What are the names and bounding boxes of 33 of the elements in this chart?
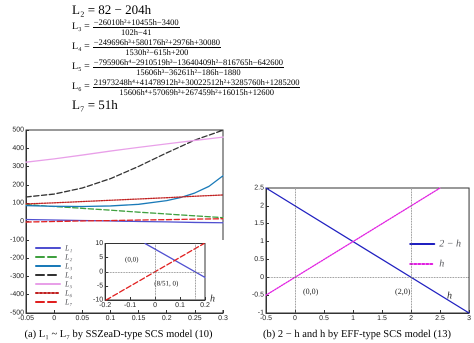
text: −26010h²+10455h−3400 [92,17,180,28]
x-axis-title: h [447,290,452,302]
text: 15606h⁴+57069h³+267459h²+16015h+12600 [119,86,274,96]
legend-label: L₂ [64,252,72,262]
annotation: (0,0) [303,286,319,296]
text: L₆ = [72,81,90,92]
legend-label: 2 − h [439,238,461,250]
text: 15606h³−36261h²−186h−1880 [136,66,241,76]
legend-label: L₇ [64,298,72,306]
legend-label: L₅ [64,280,72,288]
line-series [25,194,224,205]
text: 102h−41 [121,26,152,36]
legend-label: L₆ [64,288,72,298]
text: −795906h⁴−2910519h³−13640409h²−816765h−642600 [92,57,284,68]
legend-label: L₁ [64,244,72,252]
text: L₄ = [72,41,90,52]
text: −249696h³+580176h²+2976h+30080 [92,37,222,48]
text: 1530h²−615h+200 [125,46,188,56]
line-series [25,136,224,163]
annotation: (2,0) [395,286,411,296]
legend-label: L₃ [64,262,72,270]
text: (a) L₁ ~ L₇ by SSZeaD-type SCS model (10) [24,329,214,340]
text: L₅ = [72,61,90,72]
text: 21973248h⁴+41478912h³+30022512h²+3285760h+1285200 [92,77,300,88]
text: L₃ = [72,21,90,32]
legend-label: L₄ [64,270,72,280]
line-series [25,204,224,218]
x-axis-title: h [210,294,215,304]
text: L₇ = 51h [72,97,119,112]
text: L₂ = 82 − 204h [72,2,152,17]
line-series [25,175,224,208]
legend-label: h [439,258,444,270]
text: (b) 2 − h and h by EFF-type SCS model (13) [262,329,452,340]
